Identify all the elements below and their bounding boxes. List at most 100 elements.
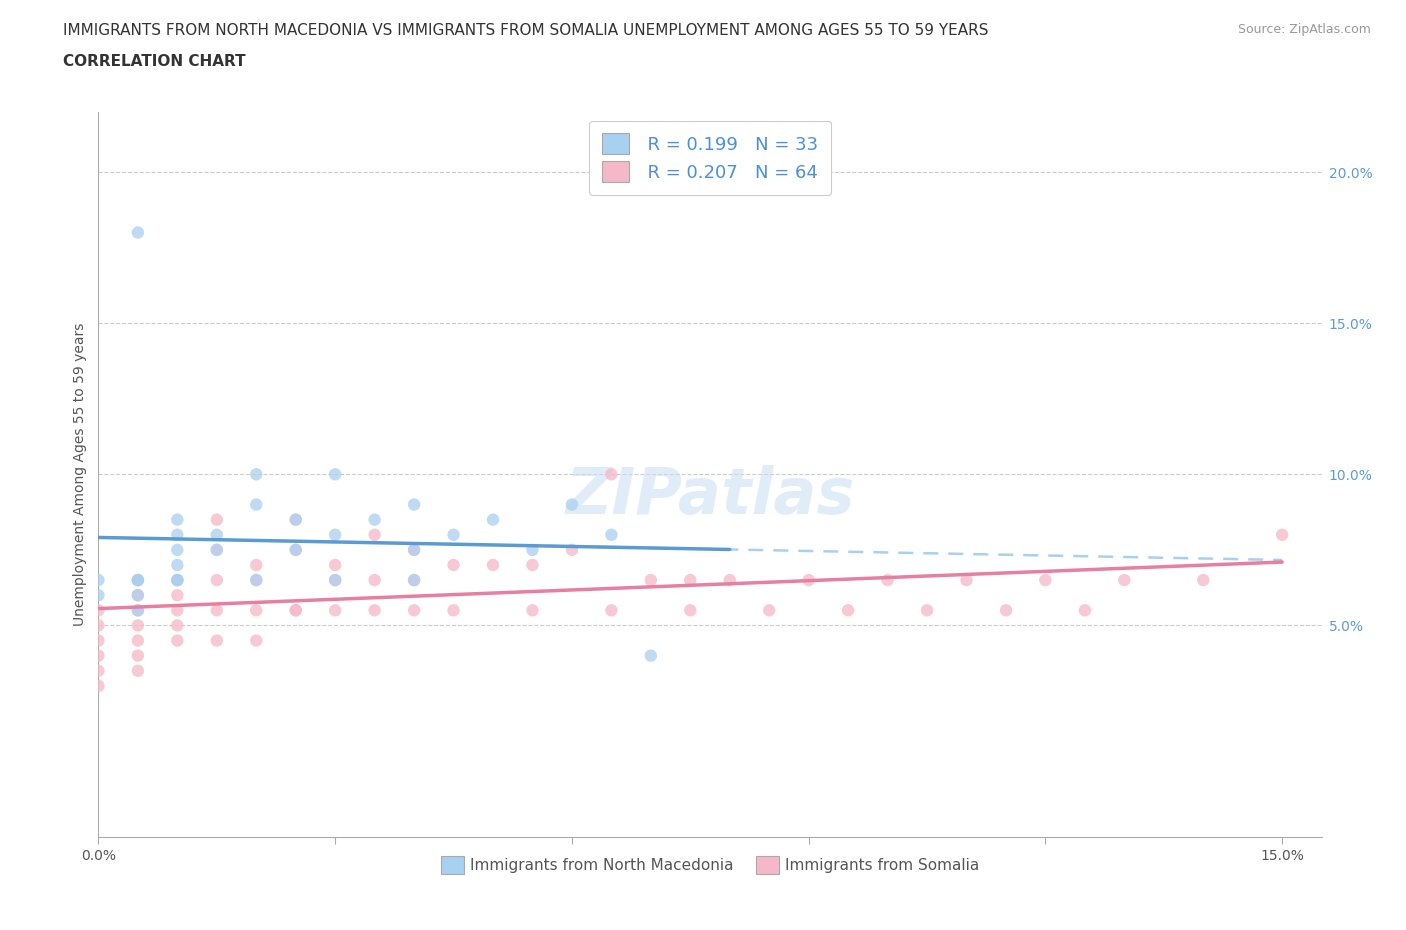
Point bbox=[718, 573, 741, 588]
Point bbox=[443, 558, 465, 573]
Text: ZIPatlas: ZIPatlas bbox=[565, 465, 855, 527]
Text: Source: ZipAtlas.com: Source: ZipAtlas.com bbox=[1237, 23, 1371, 36]
Point bbox=[443, 603, 465, 618]
Point bbox=[443, 527, 465, 542]
Point bbox=[1074, 603, 1097, 618]
Point bbox=[363, 603, 385, 618]
Point bbox=[166, 573, 188, 588]
Point bbox=[127, 573, 149, 588]
Point bbox=[166, 512, 188, 527]
Point bbox=[127, 633, 149, 648]
Point bbox=[1192, 573, 1215, 588]
Point bbox=[797, 573, 820, 588]
Point bbox=[205, 603, 228, 618]
Point bbox=[166, 573, 188, 588]
Point bbox=[994, 603, 1017, 618]
Point bbox=[482, 558, 505, 573]
Point bbox=[127, 588, 149, 603]
Point bbox=[522, 603, 544, 618]
Point bbox=[166, 542, 188, 557]
Point bbox=[87, 663, 110, 678]
Point bbox=[404, 573, 426, 588]
Point bbox=[205, 633, 228, 648]
Point bbox=[679, 603, 702, 618]
Point bbox=[245, 467, 267, 482]
Point bbox=[323, 573, 346, 588]
Point bbox=[166, 633, 188, 648]
Point bbox=[363, 573, 385, 588]
Point bbox=[404, 542, 426, 557]
Point bbox=[166, 527, 188, 542]
Point bbox=[205, 573, 228, 588]
Point bbox=[87, 633, 110, 648]
Point bbox=[127, 603, 149, 618]
Point bbox=[837, 603, 859, 618]
Point bbox=[1271, 527, 1294, 542]
Point bbox=[127, 618, 149, 633]
Point bbox=[323, 603, 346, 618]
Point bbox=[561, 498, 583, 512]
Point bbox=[600, 527, 623, 542]
Point bbox=[245, 633, 267, 648]
Point bbox=[245, 558, 267, 573]
Point bbox=[127, 603, 149, 618]
Point bbox=[404, 542, 426, 557]
Point bbox=[87, 618, 110, 633]
Point bbox=[955, 573, 977, 588]
Point bbox=[205, 542, 228, 557]
Point bbox=[404, 573, 426, 588]
Point bbox=[127, 648, 149, 663]
Point bbox=[363, 527, 385, 542]
Point bbox=[284, 512, 307, 527]
Point bbox=[679, 573, 702, 588]
Point bbox=[915, 603, 938, 618]
Point bbox=[87, 603, 110, 618]
Point bbox=[522, 558, 544, 573]
Point bbox=[87, 679, 110, 694]
Point bbox=[640, 573, 662, 588]
Y-axis label: Unemployment Among Ages 55 to 59 years: Unemployment Among Ages 55 to 59 years bbox=[73, 323, 87, 626]
Point bbox=[87, 588, 110, 603]
Point bbox=[166, 603, 188, 618]
Point bbox=[482, 512, 505, 527]
Legend:   R = 0.199   N = 33,   R = 0.207   N = 64: R = 0.199 N = 33, R = 0.207 N = 64 bbox=[589, 121, 831, 195]
Point bbox=[127, 573, 149, 588]
Point bbox=[205, 542, 228, 557]
Text: CORRELATION CHART: CORRELATION CHART bbox=[63, 54, 246, 69]
Point bbox=[166, 588, 188, 603]
Point bbox=[245, 573, 267, 588]
Point bbox=[245, 498, 267, 512]
Point bbox=[205, 512, 228, 527]
Point bbox=[245, 573, 267, 588]
Point bbox=[1114, 573, 1136, 588]
Point bbox=[758, 603, 780, 618]
Point bbox=[640, 648, 662, 663]
Point bbox=[166, 618, 188, 633]
Point bbox=[284, 512, 307, 527]
Point bbox=[561, 542, 583, 557]
Point bbox=[87, 648, 110, 663]
Point bbox=[876, 573, 898, 588]
Point bbox=[205, 527, 228, 542]
Point bbox=[127, 663, 149, 678]
Point bbox=[323, 467, 346, 482]
Point bbox=[323, 527, 346, 542]
Point bbox=[323, 573, 346, 588]
Point bbox=[284, 603, 307, 618]
Point bbox=[363, 512, 385, 527]
Point bbox=[284, 603, 307, 618]
Point bbox=[1035, 573, 1057, 588]
Text: IMMIGRANTS FROM NORTH MACEDONIA VS IMMIGRANTS FROM SOMALIA UNEMPLOYMENT AMONG AG: IMMIGRANTS FROM NORTH MACEDONIA VS IMMIG… bbox=[63, 23, 988, 38]
Point bbox=[284, 542, 307, 557]
Point bbox=[245, 603, 267, 618]
Point bbox=[284, 542, 307, 557]
Point bbox=[522, 542, 544, 557]
Point bbox=[404, 498, 426, 512]
Point bbox=[600, 603, 623, 618]
Point bbox=[404, 603, 426, 618]
Point bbox=[127, 588, 149, 603]
Point bbox=[87, 573, 110, 588]
Point bbox=[127, 225, 149, 240]
Point bbox=[323, 558, 346, 573]
Point bbox=[166, 558, 188, 573]
